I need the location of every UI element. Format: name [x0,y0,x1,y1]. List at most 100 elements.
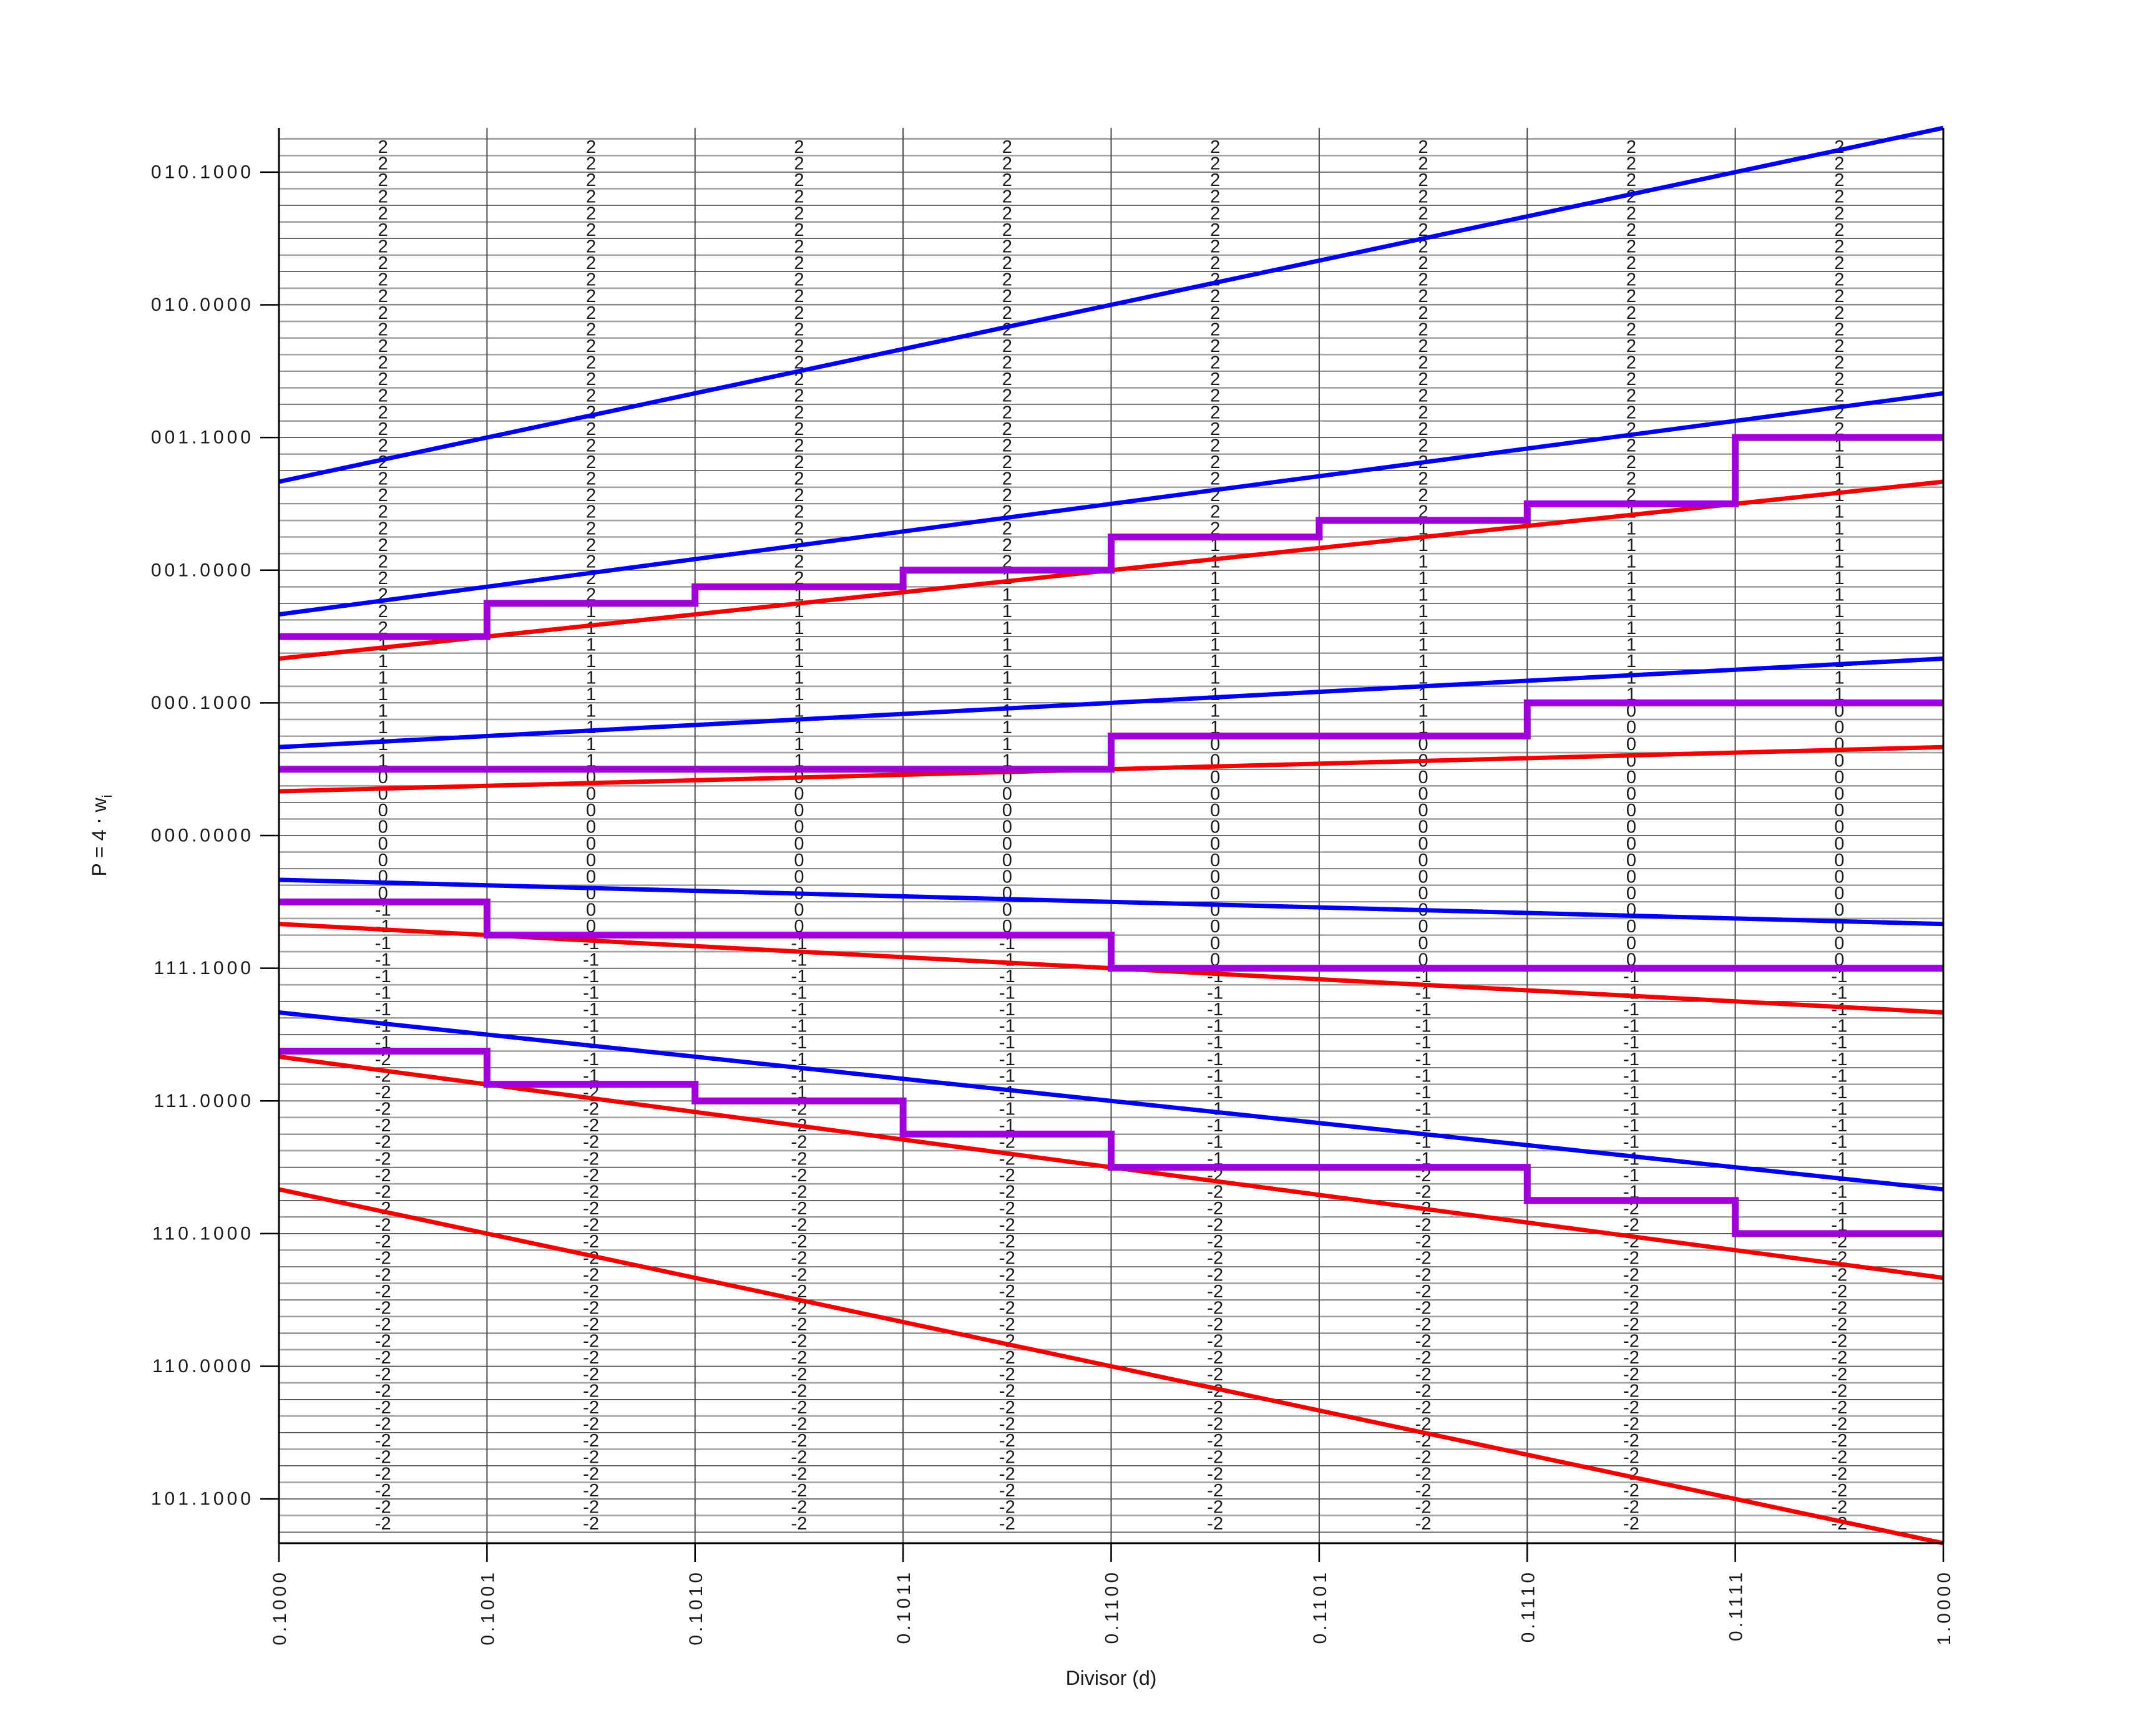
digit-cell: -1 [1415,1100,1432,1119]
digit-cell: -1 [1831,1149,1847,1169]
digit-cell: 2 [1626,469,1636,489]
digit-cell: -1 [999,1066,1015,1086]
digit-cell: -2 [1623,1315,1639,1335]
digit-cell: -2 [375,1216,391,1236]
digit-cell: 2 [794,552,804,572]
y-tick-label: 111.1000 [154,958,254,978]
digit-cell: -2 [999,1315,1015,1335]
digit-cell: 0 [586,834,596,854]
digit-cell: 2 [378,237,388,256]
digit-cell: 2 [1834,353,1844,373]
digit-cell: -2 [1415,1348,1432,1368]
digit-cell: 2 [1002,237,1012,256]
digit-cell: -2 [999,1415,1015,1435]
digit-cell: 1 [1210,568,1220,588]
digit-cell: -2 [791,1481,808,1501]
digit-cell: 2 [378,485,388,505]
digit-cell: 0 [586,851,596,870]
digit-cell: 2 [1210,336,1220,356]
digit-cell: 2 [378,469,388,489]
digit-cell: 1 [1418,651,1428,671]
digit-cell: 1 [378,668,388,688]
y-axis-ticks: 010.1000 010.0000 001.1000 001.0000 000.1000… [151,162,279,1509]
digit-cell: 2 [1834,286,1844,306]
digit-cell: -2 [583,1464,599,1484]
digit-cell: -2 [1831,1481,1847,1501]
digit-cell: 0 [794,900,804,920]
digit-cell: 2 [1418,436,1428,456]
digit-cell: 1 [378,651,388,671]
digit-cell: 2 [1002,253,1012,273]
digit-cell: -2 [791,1448,808,1468]
y-tick-label: 101.1000 [151,1489,254,1509]
digit-cell: 2 [794,220,804,240]
digit-cell: 1 [1626,568,1636,588]
digit-cell: -1 [1207,1000,1223,1020]
digit-cell: -2 [999,1514,1015,1534]
digit-cell: 0 [1418,834,1428,854]
digit-cell: 2 [1418,402,1428,422]
digit-cell: 2 [586,552,596,572]
digit-cell: 1 [1834,618,1844,638]
digit-cell: 2 [794,336,804,356]
digit-cell: -2 [791,1398,808,1418]
digit-cell: 2 [586,353,596,373]
digit-cell: -2 [1415,1315,1432,1335]
digit-cell: 2 [794,436,804,456]
digit-cell: 1 [1834,552,1844,572]
digit-cell: 2 [586,502,596,522]
digit-cell: 1 [378,701,388,721]
digit-cell: 1 [1418,585,1428,605]
digit-cell: -1 [1207,1066,1223,1086]
digit-cell: -2 [1831,1381,1847,1401]
digit-cell: 0 [1626,768,1636,788]
digit-cell: 0 [1626,817,1636,837]
digit-cell: -2 [583,1265,599,1285]
digit-cell: -2 [1207,1398,1223,1418]
digit-cell: -2 [583,1282,599,1302]
x-axis-ticks: 0.1000 0.1001 0.1010 0.1011 0.1100 0.1101 0.11… [270,1543,1955,1646]
digit-cell: 1 [794,602,804,622]
digit-cell: 0 [1210,867,1220,887]
digit-cell: 0 [1834,900,1844,920]
x-tick-label: 0.1010 [686,1569,706,1646]
digit-cell: 2 [1002,353,1012,373]
digit-cell: -1 [375,917,391,937]
digit-cell: -2 [583,1298,599,1318]
digit-cell: -2 [583,1182,599,1202]
digit-cell: 0 [1626,934,1636,953]
digit-cell: -1 [1207,1083,1223,1103]
digit-cell: -2 [583,1100,599,1119]
digit-cell: -2 [375,1265,391,1285]
digit-cell: -2 [1831,1431,1847,1451]
digit-cell: 0 [1002,851,1012,870]
digit-cell: -2 [1207,1497,1223,1517]
digit-cell: 1 [794,668,804,688]
digit-cell: -1 [1415,1066,1432,1086]
x-tick-label: 0.1110 [1518,1569,1538,1642]
digit-cell: 2 [1418,319,1428,339]
digit-cell: 2 [378,137,388,157]
digit-cell: 2 [1418,353,1428,373]
x-tick-label: 0.1101 [1310,1569,1330,1644]
digit-cell: 1 [794,618,804,638]
digit-cell: -1 [1831,1116,1847,1136]
digit-cell: -2 [1415,1398,1432,1418]
digit-cell: -2 [1831,1265,1847,1285]
digit-cell: 2 [1626,170,1636,190]
digit-cell: -1 [1831,1066,1847,1086]
digit-cell: -2 [1623,1365,1639,1385]
digit-cell: 2 [1418,137,1428,157]
digit-cell: -2 [1207,1365,1223,1385]
y-axis-title: P = 4 ⋅ wi [88,794,115,876]
digit-cell: 2 [1002,303,1012,323]
digit-cell: 2 [1002,485,1012,505]
digit-cell: 2 [1002,402,1012,422]
digit-cell: 0 [1834,718,1844,738]
digit-cell: -2 [375,1315,391,1335]
digit-cell: 2 [1626,270,1636,290]
digit-cell: -1 [1831,1083,1847,1103]
digit-cell: -2 [583,1497,599,1517]
digit-cell: -2 [1415,1298,1432,1318]
digit-cell: -1 [1623,1033,1639,1053]
